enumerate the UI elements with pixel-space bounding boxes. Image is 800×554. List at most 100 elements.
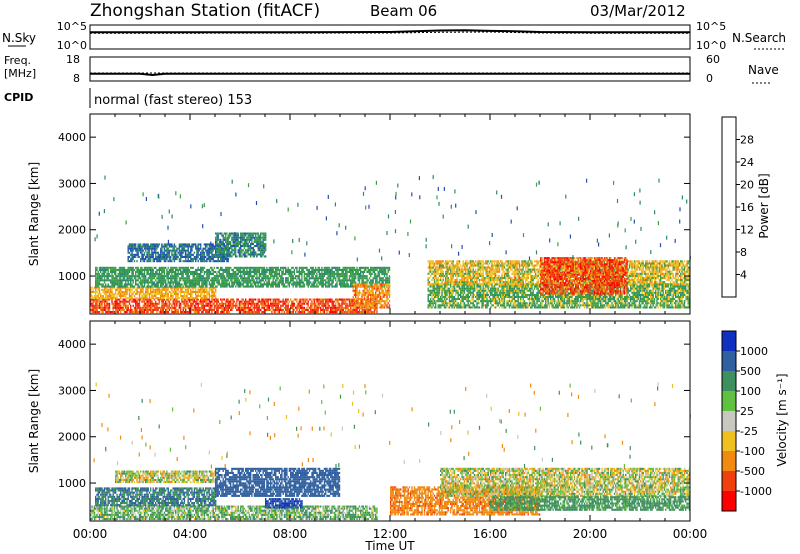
power-cell: [162, 253, 164, 256]
power-cell: [260, 238, 262, 241]
power-cell: [383, 270, 386, 273]
power-cell: [156, 283, 158, 286]
power-cell: [160, 288, 162, 291]
power-cell: [240, 238, 242, 241]
power-cell: [273, 283, 276, 286]
power-cell: [321, 283, 323, 286]
power-cell: [432, 298, 434, 301]
power-cell: [227, 247, 229, 250]
power-cell: [211, 298, 213, 301]
power-cell: [203, 286, 206, 289]
power-cell: [257, 270, 259, 273]
power-cell: [161, 288, 163, 291]
power-cell: [338, 266, 341, 269]
power-cell: [218, 238, 221, 241]
power-cell: [477, 306, 479, 309]
power-cell: [318, 300, 321, 303]
power-cell: [473, 304, 476, 307]
power-cell: [486, 293, 488, 296]
power-cell: [220, 238, 222, 241]
power-cell: [265, 255, 267, 258]
power-cell: [201, 268, 203, 271]
power-cell: [95, 273, 97, 276]
power-cell: [446, 293, 448, 296]
power-cell: [142, 311, 144, 314]
power-cell: [158, 255, 161, 258]
power-cell: [278, 311, 281, 314]
power-cell: [143, 247, 146, 250]
power-cell: [200, 298, 202, 301]
power-cell: [146, 286, 148, 289]
power-cell: [162, 277, 164, 280]
power-cell: [220, 247, 222, 250]
power-cell: [253, 266, 256, 269]
power-cell: [207, 308, 209, 311]
power-cell: [252, 251, 254, 254]
power-cell: [167, 281, 169, 284]
power-cell: [460, 289, 462, 292]
power-cell: [312, 273, 314, 276]
power-cell: [140, 243, 142, 246]
power-cell: [162, 281, 164, 284]
power-cell: [292, 281, 294, 284]
power-cell: [251, 302, 253, 305]
power-cell: [256, 279, 258, 282]
power-cell: [147, 308, 149, 311]
power-cell: [336, 298, 338, 301]
power-cell: [265, 270, 267, 273]
power-cell: [122, 268, 124, 271]
power-cell: [450, 285, 452, 288]
power-cell: [145, 277, 147, 280]
power-cell: [267, 279, 269, 282]
power-cell: [385, 266, 387, 269]
power-cell: [161, 279, 163, 282]
power-cell: [332, 308, 334, 311]
power-cell: [127, 249, 129, 252]
power-cell: [127, 255, 129, 258]
power-cell: [220, 298, 222, 301]
power-cell: [135, 297, 137, 300]
power-cell: [247, 242, 249, 245]
power-cell: [285, 298, 287, 301]
power-cell: [451, 291, 453, 294]
power-cell: [171, 260, 173, 263]
power-cell: [343, 268, 346, 271]
power-cell: [308, 275, 311, 278]
power-cell: [156, 268, 158, 271]
power-cell: [233, 281, 236, 284]
power-cell: [196, 298, 198, 301]
power-cell: [475, 306, 477, 309]
power-cell: [242, 270, 244, 273]
power-cell: [161, 292, 163, 295]
power-cell: [130, 247, 132, 250]
power-cell: [302, 302, 304, 305]
power-cell: [196, 281, 198, 284]
power-cell: [138, 308, 141, 311]
power-cell: [120, 283, 122, 286]
power-cell: [240, 232, 242, 235]
power-cell: [293, 281, 296, 284]
power-cell: [225, 255, 227, 258]
power-cell: [136, 288, 138, 291]
power-cell: [250, 275, 252, 278]
power-cell: [355, 270, 357, 273]
power-cell: [265, 238, 267, 241]
power-cell: [346, 273, 348, 276]
power-cell: [223, 302, 226, 305]
power-cell: [122, 304, 124, 307]
power-cell: [97, 275, 99, 278]
power-cell: [448, 295, 451, 298]
power-cell: [355, 308, 357, 311]
power-cell: [347, 298, 349, 301]
power-cell: [115, 273, 117, 276]
power-cell: [443, 293, 446, 296]
power-cell: [130, 245, 132, 248]
power-cell: [157, 279, 159, 282]
power-cell: [302, 308, 304, 311]
power-cell: [140, 249, 142, 252]
power-cell: [203, 283, 206, 286]
power-cell: [156, 302, 158, 305]
power-cell: [227, 304, 229, 307]
power-cell: [312, 285, 314, 288]
power-cell: [337, 306, 339, 309]
